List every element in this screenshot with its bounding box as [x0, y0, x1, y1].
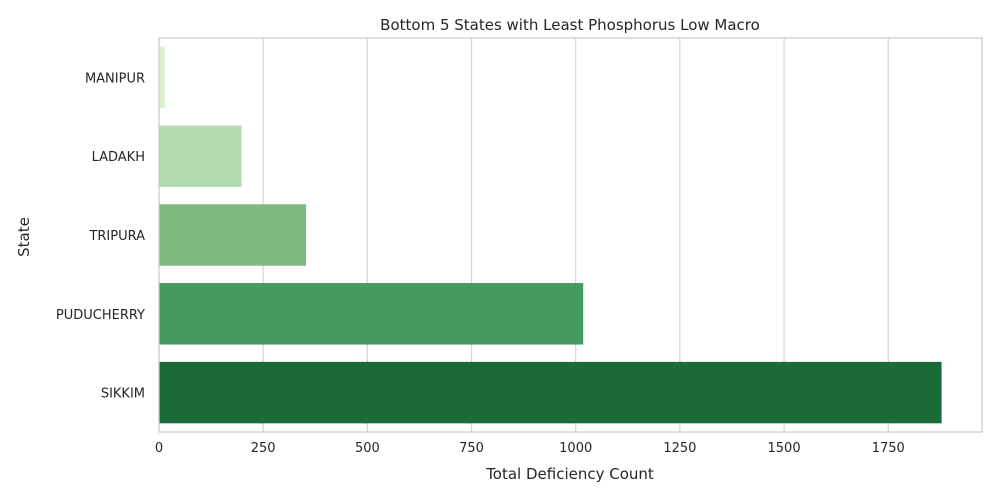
gridlines: [158, 38, 889, 432]
bar-ladakh: [159, 125, 242, 187]
plot-frame: [158, 37, 983, 433]
x-tick-label: 0: [155, 441, 163, 456]
x-tick-label: 1750: [872, 441, 905, 456]
y-tick-label: LADAKH: [92, 150, 145, 165]
x-tick-label: 1000: [559, 441, 592, 456]
y-tick-label: MANIPUR: [85, 71, 145, 86]
x-tick-label: 750: [459, 441, 484, 456]
y-tick-label: PUDUCHERRY: [56, 308, 145, 323]
x-tick-label: 250: [251, 441, 276, 456]
x-tick-labels: 0 250 500 750 1000 1250 1500 1750: [155, 441, 905, 456]
x-tick-label: 1500: [768, 441, 801, 456]
bar-tripura: [159, 204, 307, 266]
bar-sikkim: [159, 361, 942, 424]
y-tick-label: SIKKIM: [101, 387, 145, 402]
bars: [159, 46, 942, 424]
y-tick-label: TRIPURA: [88, 229, 145, 244]
chart-title: Bottom 5 States with Least Phosphorus Lo…: [380, 16, 760, 34]
bar-puducherry: [159, 283, 584, 345]
x-axis-label: Total Deficiency Count: [485, 465, 654, 483]
x-tick-label: 500: [355, 441, 380, 456]
y-axis-label: State: [15, 217, 33, 257]
y-tick-labels: MANIPUR LADAKH TRIPURA PUDUCHERRY SIKKIM: [56, 71, 145, 401]
x-tick-label: 1250: [663, 441, 696, 456]
bar-manipur: [159, 46, 165, 109]
